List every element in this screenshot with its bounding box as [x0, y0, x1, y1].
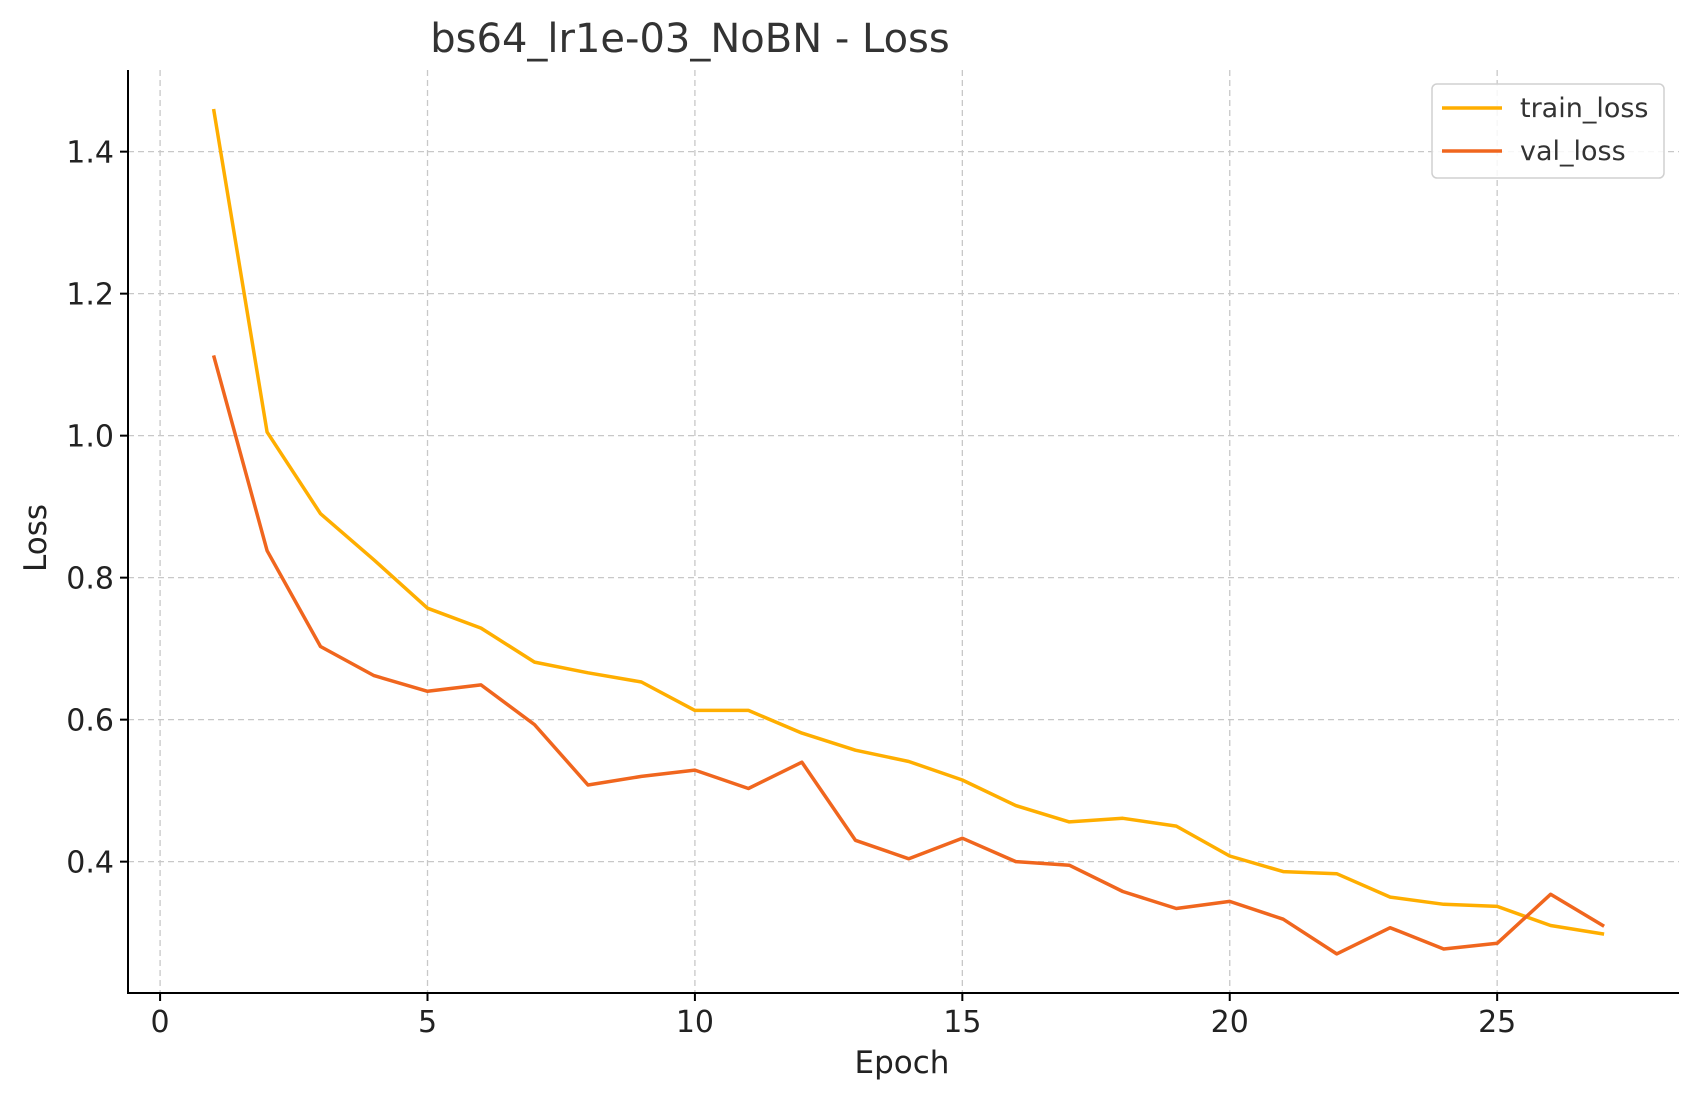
y-tick-label: 0.8 — [66, 562, 114, 597]
y-tick-label: 1.2 — [66, 278, 114, 313]
x-tick-label: 25 — [1478, 1005, 1516, 1040]
series-line-val-loss — [211, 354, 1605, 956]
axes — [120, 70, 1679, 1001]
y-tick-label: 1.0 — [66, 420, 114, 455]
series-line-train-loss — [211, 108, 1605, 936]
tick-labels: 0 5 10 15 20 25 0.4 0.6 0.8 1.0 1.2 1.4 — [66, 136, 1516, 1040]
x-tick-label: 15 — [943, 1005, 981, 1040]
series-lines — [211, 108, 1605, 956]
x-tick-label: 5 — [418, 1005, 437, 1040]
grid-lines — [128, 70, 1679, 993]
y-tick-label: 0.6 — [66, 704, 114, 739]
x-axis-label: Epoch — [855, 1045, 950, 1081]
chart-title: bs64_lr1e-03_NoBN - Loss — [430, 16, 949, 62]
y-axis-label: Loss — [18, 504, 54, 572]
legend: train_loss val_loss — [1431, 83, 1665, 179]
legend-label-val-loss: val_loss — [1520, 136, 1626, 167]
y-tick-label: 0.4 — [66, 846, 114, 881]
x-tick-label: 0 — [151, 1005, 170, 1040]
x-tick-label: 20 — [1211, 1005, 1249, 1040]
x-tick-label: 10 — [676, 1005, 714, 1040]
legend-label-train-loss: train_loss — [1520, 93, 1649, 124]
y-tick-label: 1.4 — [66, 136, 114, 171]
